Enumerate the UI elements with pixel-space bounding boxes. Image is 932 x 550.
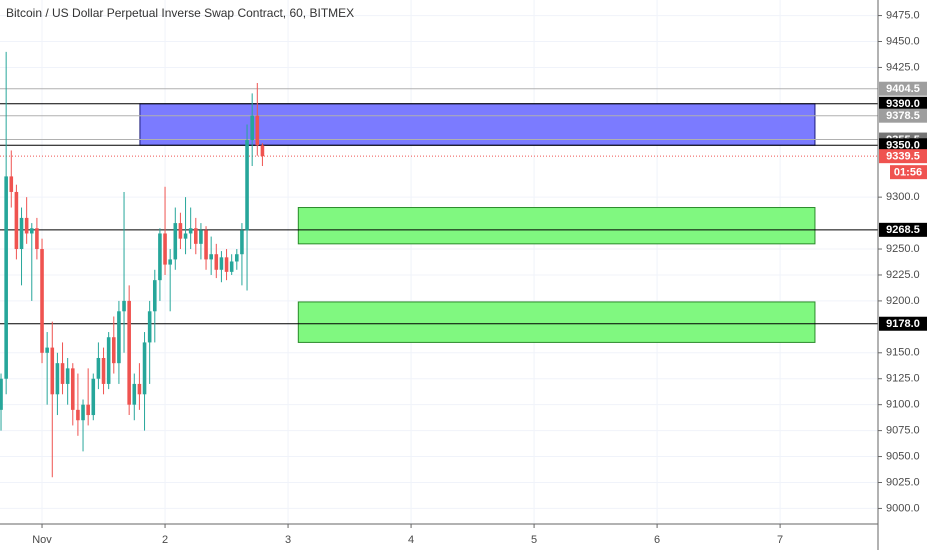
x-tick-label: 5 <box>531 534 537 546</box>
candle-body <box>194 228 198 244</box>
price-badge <box>879 222 927 237</box>
candles <box>0 51 265 478</box>
x-tick-label: 6 <box>654 534 660 546</box>
axes: 9475.0 9450.0 9425.0 9300.0 9250.0 9225.0 9200… <box>32 9 927 546</box>
price-badge <box>879 108 927 123</box>
candle-body <box>106 337 111 384</box>
candle-body <box>147 311 152 343</box>
candle-body <box>229 261 234 272</box>
candle-body <box>91 378 96 416</box>
candle-body <box>65 368 70 384</box>
candle-body <box>199 230 203 244</box>
candle-body <box>76 409 80 421</box>
price-badge-label: 9404.5 <box>886 83 920 95</box>
price-badge <box>879 149 927 164</box>
candle-body <box>111 337 116 364</box>
levels <box>0 88 878 325</box>
candle-body <box>219 257 224 270</box>
y-tick-label: 9000.0 <box>886 502 920 514</box>
candle-body <box>255 115 260 146</box>
price-badge <box>879 316 927 331</box>
candle-body <box>204 230 208 260</box>
x-tick-label: 7 <box>777 534 783 546</box>
price-badge-label: 9390.0 <box>886 98 920 110</box>
candle-body <box>163 233 167 265</box>
y-tick-label: 9475.0 <box>886 9 920 21</box>
candle-body <box>81 404 85 421</box>
candle-body <box>168 259 172 265</box>
candle-body <box>245 140 249 231</box>
y-tick-label: 9050.0 <box>886 450 920 462</box>
candle-body <box>250 115 254 141</box>
candle-body <box>158 233 162 281</box>
candle-body <box>240 230 244 255</box>
candle-body <box>9 176 14 192</box>
chart-title: Bitcoin / US Dollar Perpetual Inverse Sw… <box>6 6 354 20</box>
candle-body <box>101 357 106 384</box>
price-badge-label: 9350.0 <box>886 140 920 152</box>
candle-body <box>29 228 34 234</box>
price-badge <box>879 96 927 111</box>
price-badge-label: 9339.5 <box>886 151 920 163</box>
price-badge-label: 9178.0 <box>886 318 920 330</box>
y-tick-label: 9250.0 <box>886 243 920 255</box>
candle-body <box>60 363 65 384</box>
candle-body <box>117 311 121 364</box>
candle-body <box>14 191 19 250</box>
y-tick-label: 9025.0 <box>886 476 920 488</box>
y-tick-label: 9200.0 <box>886 295 920 307</box>
y-tick-label: 9450.0 <box>886 35 920 47</box>
candle-body <box>188 228 193 234</box>
candle-body <box>132 383 137 405</box>
x-tick-label: 2 <box>162 534 168 546</box>
candle-body <box>50 347 55 395</box>
zone <box>297 207 816 245</box>
y-tick-label: 9225.0 <box>886 269 920 281</box>
y-tick-label: 9075.0 <box>886 425 920 437</box>
candle-body <box>152 280 157 312</box>
zone <box>297 301 816 343</box>
candle-body <box>40 249 44 353</box>
candle-body <box>122 300 126 312</box>
candle-body <box>235 254 239 262</box>
x-tick-label: 4 <box>408 534 414 546</box>
candle-body <box>137 383 142 395</box>
price-badge-label: 9378.5 <box>886 110 920 122</box>
price-badge <box>879 138 927 153</box>
candle-body <box>209 254 213 260</box>
candle-body <box>127 300 131 405</box>
price-badge-label: 9268.5 <box>886 224 920 236</box>
candle-body <box>70 368 75 410</box>
x-tick-label: 3 <box>285 534 291 546</box>
candle-body <box>214 254 219 270</box>
candle-body <box>86 404 90 416</box>
candle-body <box>4 176 8 379</box>
candle-body <box>45 347 49 353</box>
candle-body <box>35 228 39 250</box>
candle-body <box>178 223 183 239</box>
y-tick-label: 9425.0 <box>886 61 920 73</box>
zone <box>139 103 816 146</box>
candle-body <box>19 217 24 250</box>
candle-body <box>96 357 101 379</box>
y-tick-label: 9125.0 <box>886 373 920 385</box>
candle-body <box>260 145 265 157</box>
candle-body <box>173 223 178 260</box>
candle-body <box>0 378 3 410</box>
countdown: 01:56 <box>894 167 922 179</box>
y-tick-label: 9150.0 <box>886 347 920 359</box>
candle-body <box>55 363 60 395</box>
x-tick-label: Nov <box>32 534 52 546</box>
y-tick-label: 9100.0 <box>886 399 920 411</box>
price-badge <box>879 81 927 96</box>
countdown-badge <box>890 165 927 180</box>
candle-body <box>183 233 188 239</box>
candle-body <box>224 257 229 272</box>
candle-body <box>24 217 29 234</box>
y-tick-label: 9300.0 <box>886 191 920 203</box>
candle-body <box>142 342 147 395</box>
